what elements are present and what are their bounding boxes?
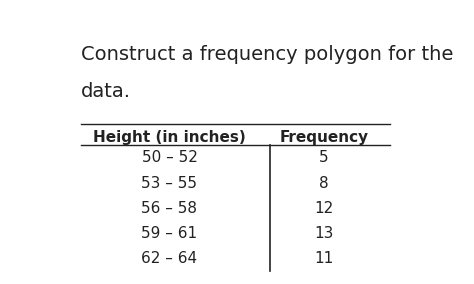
Text: data.: data.	[82, 82, 131, 101]
Text: 5: 5	[319, 151, 328, 166]
Text: 12: 12	[314, 201, 333, 216]
Text: Frequency: Frequency	[279, 130, 368, 145]
Text: 11: 11	[314, 251, 333, 266]
Text: 62 – 64: 62 – 64	[141, 251, 198, 266]
Text: 56 – 58: 56 – 58	[141, 201, 198, 216]
Text: 8: 8	[319, 176, 328, 191]
Text: 53 – 55: 53 – 55	[141, 176, 198, 191]
Text: 50 – 52: 50 – 52	[142, 151, 197, 166]
Text: 59 – 61: 59 – 61	[141, 226, 198, 241]
Text: 13: 13	[314, 226, 333, 241]
Text: Height (in inches): Height (in inches)	[93, 130, 246, 145]
Text: Construct a frequency polygon for the: Construct a frequency polygon for the	[82, 45, 454, 64]
